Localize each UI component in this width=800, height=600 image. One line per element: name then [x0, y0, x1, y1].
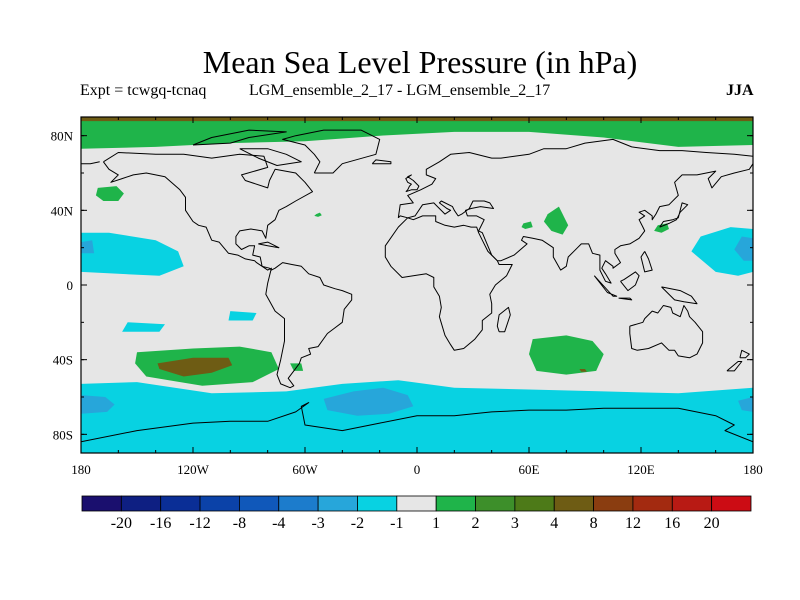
colorbar-swatch	[397, 496, 436, 511]
x-tick-label: 60W	[292, 462, 318, 477]
colorbar-label: 20	[704, 515, 720, 532]
colorbar-swatch	[554, 496, 593, 511]
colorbar-label: -2	[351, 515, 364, 532]
colorbar-swatch	[121, 496, 160, 511]
colorbar-swatch	[712, 496, 751, 511]
colorbar-label: 16	[664, 515, 680, 532]
x-tick-label: 180	[743, 462, 763, 477]
colorbar-label: -4	[272, 515, 285, 532]
colorbar-label: -8	[233, 515, 246, 532]
colorbar-swatch	[82, 496, 121, 511]
colorbar-label: 1	[432, 515, 440, 532]
colorbar-swatch	[239, 496, 278, 511]
colorbar-label: -3	[311, 515, 324, 532]
colorbar-swatch	[594, 496, 633, 511]
colorbar-swatch	[515, 496, 554, 511]
colorbar-swatch	[633, 496, 672, 511]
colorbar-swatch	[161, 496, 200, 511]
x-tick-label: 60E	[519, 462, 540, 477]
colorbar-swatch	[200, 496, 239, 511]
y-tick-label: 40S	[53, 353, 73, 368]
colorbar-swatch	[476, 496, 515, 511]
x-tick-label: 120W	[177, 462, 210, 477]
colorbar-label: 12	[625, 515, 641, 532]
colorbar-swatch	[279, 496, 318, 511]
region-east-pacific-core	[81, 240, 94, 253]
colorbar-label: -20	[111, 515, 132, 532]
colorbar-label: 4	[550, 515, 558, 532]
region-south-indian-positive	[529, 335, 604, 374]
y-tick-label: 80S	[53, 427, 73, 442]
colorbar-label: -12	[189, 515, 210, 532]
x-tick-label: 0	[414, 462, 421, 477]
pressure-map-chart: 180 120W 60W 0 60E 120E 180 80N 40N 0 40S 80S -20 -16…	[0, 0, 800, 600]
colorbar-label: 8	[590, 515, 598, 532]
colorbar-label: -16	[150, 515, 171, 532]
y-tick-label: 0	[67, 278, 74, 293]
colorbar-label: 3	[511, 515, 519, 532]
colorbar-swatch	[318, 496, 357, 511]
colorbar-swatch	[357, 496, 396, 511]
colorbar-label: 2	[472, 515, 480, 532]
y-tick-label: 40N	[51, 203, 74, 218]
y-tick-label: 80N	[51, 129, 74, 144]
colorbar-label: -1	[390, 515, 403, 532]
x-tick-label: 120E	[627, 462, 655, 477]
colorbar-swatch	[672, 496, 711, 511]
x-tick-label: 180	[71, 462, 91, 477]
colorbar-swatch	[436, 496, 475, 511]
